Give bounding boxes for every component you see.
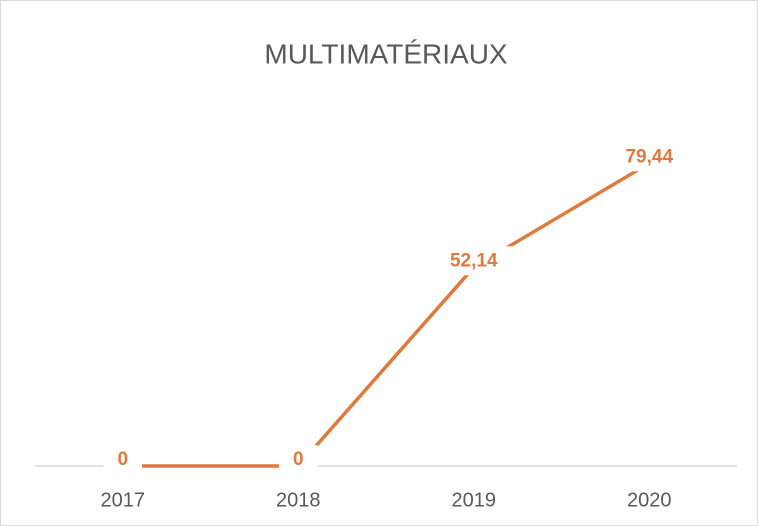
data-label: 79,44 bbox=[625, 146, 673, 167]
x-tick-label: 2019 bbox=[452, 489, 497, 511]
x-tick-label: 2017 bbox=[101, 489, 146, 511]
data-label-background bbox=[278, 445, 318, 475]
x-tick-label: 2020 bbox=[627, 489, 672, 511]
x-tick-label: 2018 bbox=[276, 489, 321, 511]
data-label: 52,14 bbox=[450, 250, 498, 271]
line bbox=[122, 161, 651, 468]
data-label-background bbox=[611, 142, 688, 172]
data-label: 0 bbox=[117, 449, 128, 470]
data-label: 0 bbox=[293, 449, 304, 470]
data-label-background bbox=[103, 445, 143, 475]
data-label-background bbox=[435, 246, 512, 276]
chart-title: MULTIMATÉRIAUX bbox=[264, 38, 508, 69]
